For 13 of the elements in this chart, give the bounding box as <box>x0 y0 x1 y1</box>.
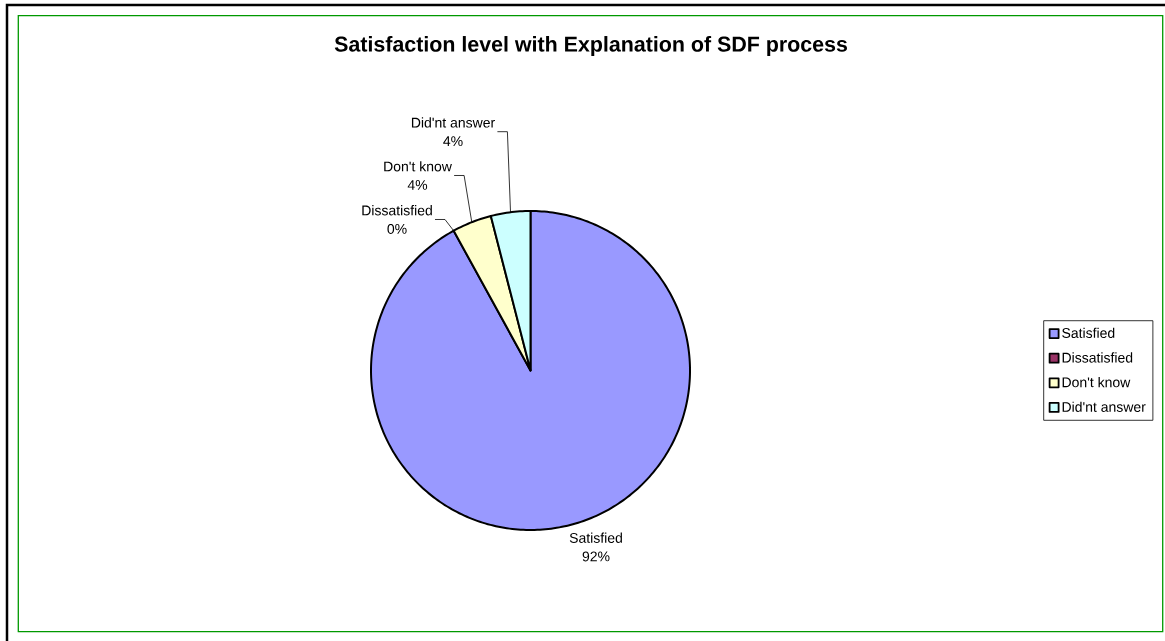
legend-label: Dissatisfied <box>1062 352 1133 363</box>
data-label: 92% <box>582 551 610 562</box>
category-label: Dissatisfied <box>362 205 432 216</box>
text: 0% <box>387 223 407 234</box>
data-label: 4% <box>407 180 428 190</box>
legend-label: Satisfied <box>1062 327 1115 338</box>
legend-label: Did'nt answer <box>1062 401 1146 412</box>
slice-label: Did'nt answer <box>411 117 495 128</box>
slice-label: Satisfied <box>569 532 622 543</box>
legend-label: Don't know <box>1062 377 1131 388</box>
data-label: 4% <box>443 136 463 147</box>
slice-label: Don't know <box>384 161 452 172</box>
chart-title: Satisfaction level with Explanation of SDF process <box>334 36 847 56</box>
